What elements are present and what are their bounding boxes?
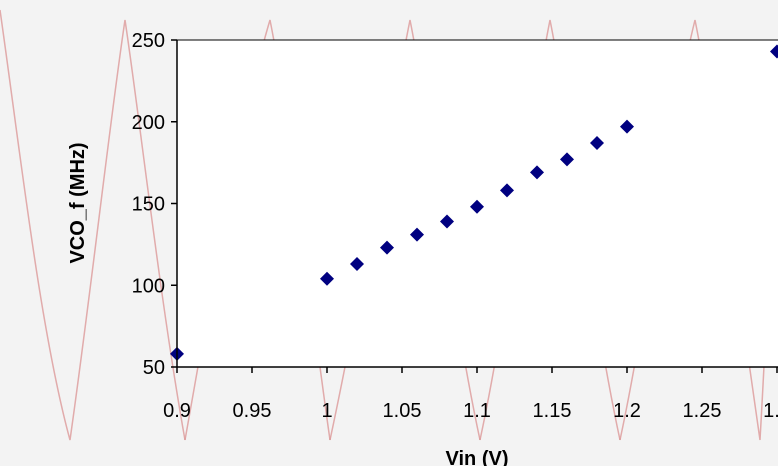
x-tick-label: 1.05 [383,400,422,422]
data-point [380,240,394,255]
x-tick-label: 1.1 [463,400,491,422]
data-point [440,214,454,229]
x-tick-label: 0.9 [163,400,191,422]
data-point [350,256,364,271]
data-point [620,119,634,134]
y-axis-title: VCO_f (MHz) [67,142,89,263]
x-tick-label: 1.25 [683,400,722,422]
x-tick-label: 1.2 [613,400,641,422]
y-tick-label: 250 [132,30,165,52]
x-tick-label: 0.95 [233,400,272,422]
data-point [770,44,778,59]
data-point [470,199,484,214]
x-axis-ticks: 0.9 0.95 1 1.05 1.1 1.15 1.2 1.25 1.3 [163,367,778,422]
data-point [560,152,574,167]
y-tick-label: 200 [132,112,165,134]
y-axis-ticks: 50 100 150 200 250 [132,30,177,379]
data-points [170,44,778,361]
data-point [590,136,604,151]
x-axis-title: Vin (V) [446,448,509,466]
y-tick-label: 100 [132,275,165,297]
x-tick-label: 1.15 [533,400,572,422]
y-tick-label: 50 [143,357,165,379]
data-point [320,271,334,286]
y-tick-label: 150 [132,194,165,216]
data-point [500,183,514,198]
x-tick-label: 1.3 [763,400,778,422]
data-point [410,227,424,242]
data-point [530,165,544,180]
x-tick-label: 1 [321,400,332,422]
